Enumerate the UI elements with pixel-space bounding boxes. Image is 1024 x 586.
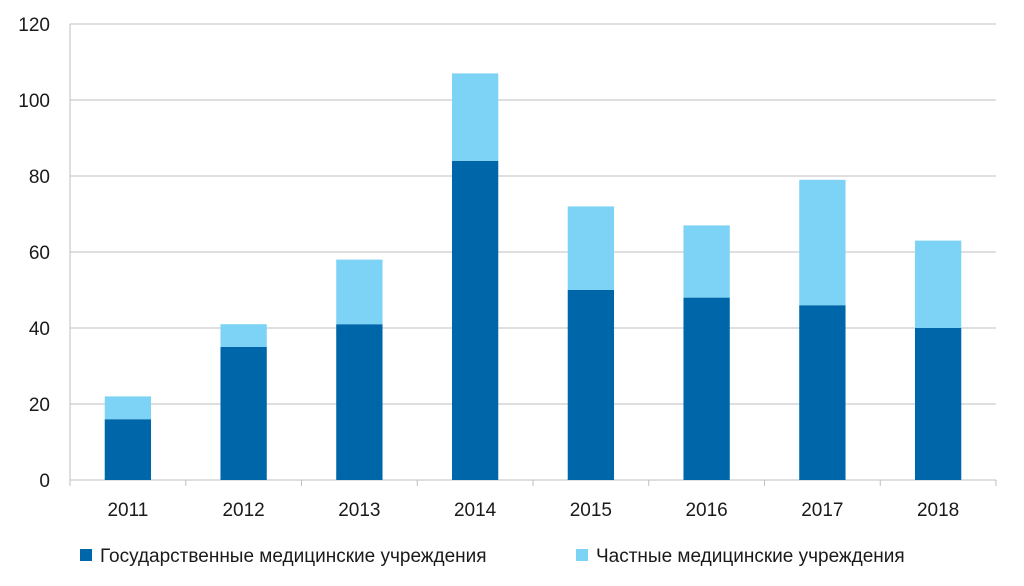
y-tick-label: 0 [39, 471, 50, 492]
bar-2013-government [336, 324, 383, 480]
legend-label-government: Государственные медицинские учреждения [100, 546, 487, 567]
bar-2015-private [567, 206, 615, 290]
bar-2018-government [914, 328, 962, 480]
y-tick-label: 60 [29, 243, 50, 264]
x-tick-label: 2013 [338, 500, 380, 521]
bars [104, 73, 962, 481]
bar-2017-government [799, 305, 846, 480]
x-tick-label: 2012 [222, 500, 264, 521]
legend-swatch-private [576, 549, 588, 561]
x-tick-label: 2015 [570, 500, 612, 521]
legend-label-private: Частные медицинские учреждения [596, 546, 905, 567]
x-tick-label: 2011 [107, 500, 148, 521]
bar-2016-government [683, 297, 730, 480]
bar-2017-private [799, 179, 846, 306]
x-tick-label: 2017 [801, 500, 843, 521]
gridlines [69, 23, 997, 486]
bar-2011-private [104, 396, 152, 420]
x-tick-label: 2016 [685, 500, 727, 521]
bar-2016-private [683, 225, 730, 298]
y-tick-label: 120 [18, 15, 50, 36]
y-tick-label: 20 [29, 395, 50, 416]
bar-2014-government [451, 160, 499, 481]
y-axis-ticks: 0 20 40 60 80 100 120 [18, 15, 50, 492]
bar-2012-government [220, 347, 267, 480]
x-tick-label: 2014 [454, 500, 497, 521]
bar-2014-private [451, 73, 499, 161]
legend-swatch-government [80, 549, 92, 561]
bar-2018-private [914, 240, 962, 328]
bar-2013-private [336, 259, 383, 325]
bar-2015-government [567, 290, 615, 480]
y-tick-label: 100 [18, 91, 50, 112]
y-tick-label: 80 [29, 167, 50, 188]
bar-2011-government [104, 419, 152, 480]
x-tick-label: 2018 [917, 500, 959, 521]
bar-2012-private [220, 324, 267, 347]
y-tick-label: 40 [29, 319, 50, 340]
x-axis-ticks: 2011 2012 2013 2014 2015 2016 2017 2018 [107, 500, 959, 521]
legend: Государственные медицинские учреждения Ч… [80, 546, 905, 567]
